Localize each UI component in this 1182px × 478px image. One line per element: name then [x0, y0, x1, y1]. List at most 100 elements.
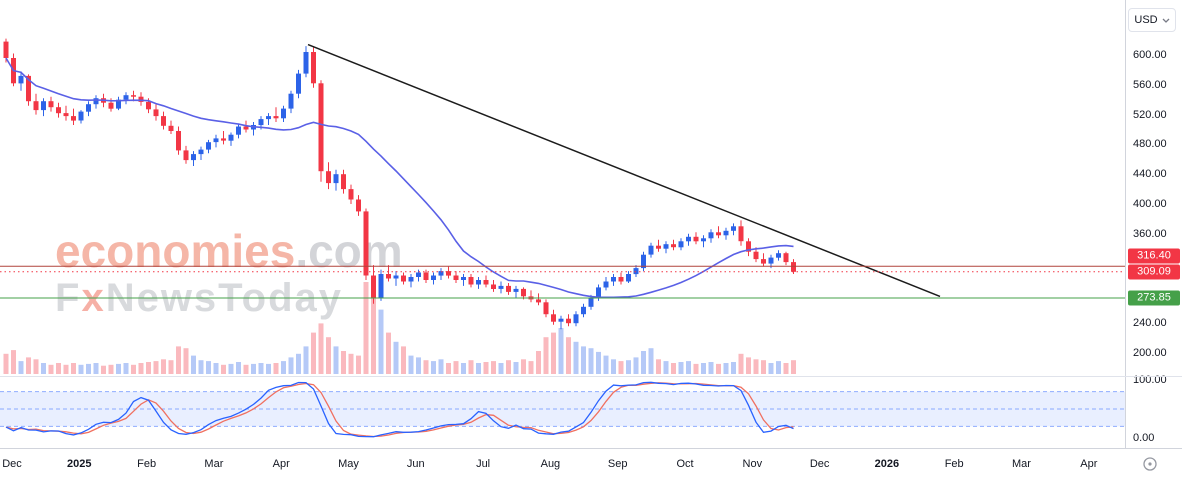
- candle-body: [663, 244, 669, 249]
- volume-bar: [213, 363, 219, 374]
- indicator-tick: 0.00: [1133, 432, 1155, 444]
- currency-label: USD: [1134, 14, 1158, 26]
- chart-canvas[interactable]: [0, 0, 1125, 448]
- axis-settings-icon[interactable]: [1141, 455, 1159, 473]
- candle-body: [71, 116, 76, 121]
- candle-body: [356, 199, 361, 212]
- volume-bar: [3, 353, 9, 374]
- volume-bar: [416, 357, 421, 374]
- volume-bar: [101, 365, 106, 374]
- trendline[interactable]: [307, 43, 941, 298]
- volume-bar: [393, 341, 399, 374]
- volume-bar: [386, 332, 391, 374]
- candle-body: [446, 271, 451, 276]
- price-axis[interactable]: 600.00 560.00 520.00 480.00 440.00 400.00 360.…: [1125, 0, 1182, 448]
- candle-body: [258, 119, 264, 126]
- candle-body: [198, 149, 204, 155]
- volume-bar: [671, 363, 676, 374]
- volume-bar: [536, 351, 541, 374]
- volume-bar: [251, 363, 256, 374]
- candle-body: [408, 277, 414, 282]
- volume-bar: [693, 363, 699, 374]
- time-axis[interactable]: Dec 2025 Feb Mar Apr May Jun Jul Aug Sep Oct Nov Dec…: [0, 448, 1182, 478]
- chevron-down-icon: [1162, 18, 1170, 23]
- volume-bar: [176, 346, 181, 374]
- volume-bar: [326, 337, 331, 374]
- candle-body: [513, 288, 519, 292]
- pane-separator[interactable]: [0, 376, 1182, 377]
- volume-bar: [146, 362, 151, 374]
- volume-bar: [611, 359, 616, 374]
- candle-body: [596, 287, 601, 298]
- candle-body: [318, 83, 324, 172]
- volume-bar: [191, 355, 196, 374]
- price-tick: 360.00: [1133, 227, 1167, 240]
- volume-bar: [56, 363, 61, 374]
- volume-bar: [678, 362, 684, 374]
- volume-bar: [686, 361, 691, 374]
- candle-body: [363, 211, 369, 276]
- volume-bar: [93, 363, 99, 374]
- candle-body: [266, 116, 271, 120]
- candle-body: [491, 284, 496, 289]
- volume-bar: [78, 364, 84, 374]
- candle-body: [708, 232, 714, 239]
- volume-bar: [266, 363, 271, 374]
- time-axis-label: Jun: [406, 457, 425, 470]
- candle-body: [401, 275, 406, 282]
- volume-bar: [11, 350, 16, 374]
- candle-body: [731, 226, 736, 231]
- volume-bar: [116, 363, 121, 374]
- volume-bar: [228, 363, 234, 374]
- price-tick: 440.00: [1133, 168, 1167, 181]
- currency-selector[interactable]: USD: [1128, 8, 1176, 32]
- volume-bar: [348, 353, 354, 374]
- candle-body: [656, 245, 661, 249]
- time-axis-label: Feb: [944, 457, 964, 470]
- candle-body: [753, 251, 759, 260]
- volume-bar: [311, 332, 316, 374]
- price-tick: 560.00: [1133, 78, 1167, 91]
- candle-body: [168, 125, 174, 131]
- candle-body: [768, 257, 774, 264]
- candle-body: [48, 101, 54, 108]
- candle-body: [191, 154, 196, 161]
- volume-bar: [71, 363, 76, 374]
- volume-bar: [648, 348, 654, 374]
- volume-bar: [783, 363, 789, 374]
- candle-body: [423, 272, 429, 280]
- time-axis-label: Mar: [1012, 457, 1031, 470]
- candle-body: [543, 302, 549, 315]
- volume-bar: [476, 363, 481, 374]
- stoch-k-line: [5, 381, 794, 438]
- volume-bar: [641, 351, 646, 374]
- volume-bar: [498, 363, 504, 374]
- volume-bar: [491, 361, 496, 374]
- candle-body: [468, 277, 474, 285]
- candle-body: [63, 113, 69, 117]
- candle-body: [206, 142, 211, 150]
- volume-bar: [723, 363, 729, 374]
- candle-body: [288, 93, 294, 109]
- volume-bar: [431, 361, 436, 374]
- time-axis-label: Nov: [742, 457, 763, 470]
- volume-bar: [521, 359, 526, 374]
- volume-bar: [183, 348, 189, 374]
- candle-body: [618, 277, 624, 282]
- volume-bar: [791, 360, 796, 374]
- time-axis-label: 2026: [874, 457, 900, 470]
- volume-bar: [528, 361, 534, 374]
- volume-bar: [746, 357, 751, 374]
- candle-body: [746, 241, 751, 252]
- candle-body: [26, 75, 31, 102]
- volume-bar: [26, 357, 31, 374]
- volume-bar: [626, 360, 631, 374]
- resistance-badge: 316.40: [1128, 248, 1180, 264]
- candle-body: [581, 306, 586, 315]
- volume-bar: [596, 351, 601, 374]
- volume-bar: [378, 309, 384, 374]
- volume-bar: [131, 364, 136, 374]
- candle-body: [78, 111, 84, 121]
- volume-bar: [168, 360, 174, 374]
- candle-body: [236, 126, 241, 135]
